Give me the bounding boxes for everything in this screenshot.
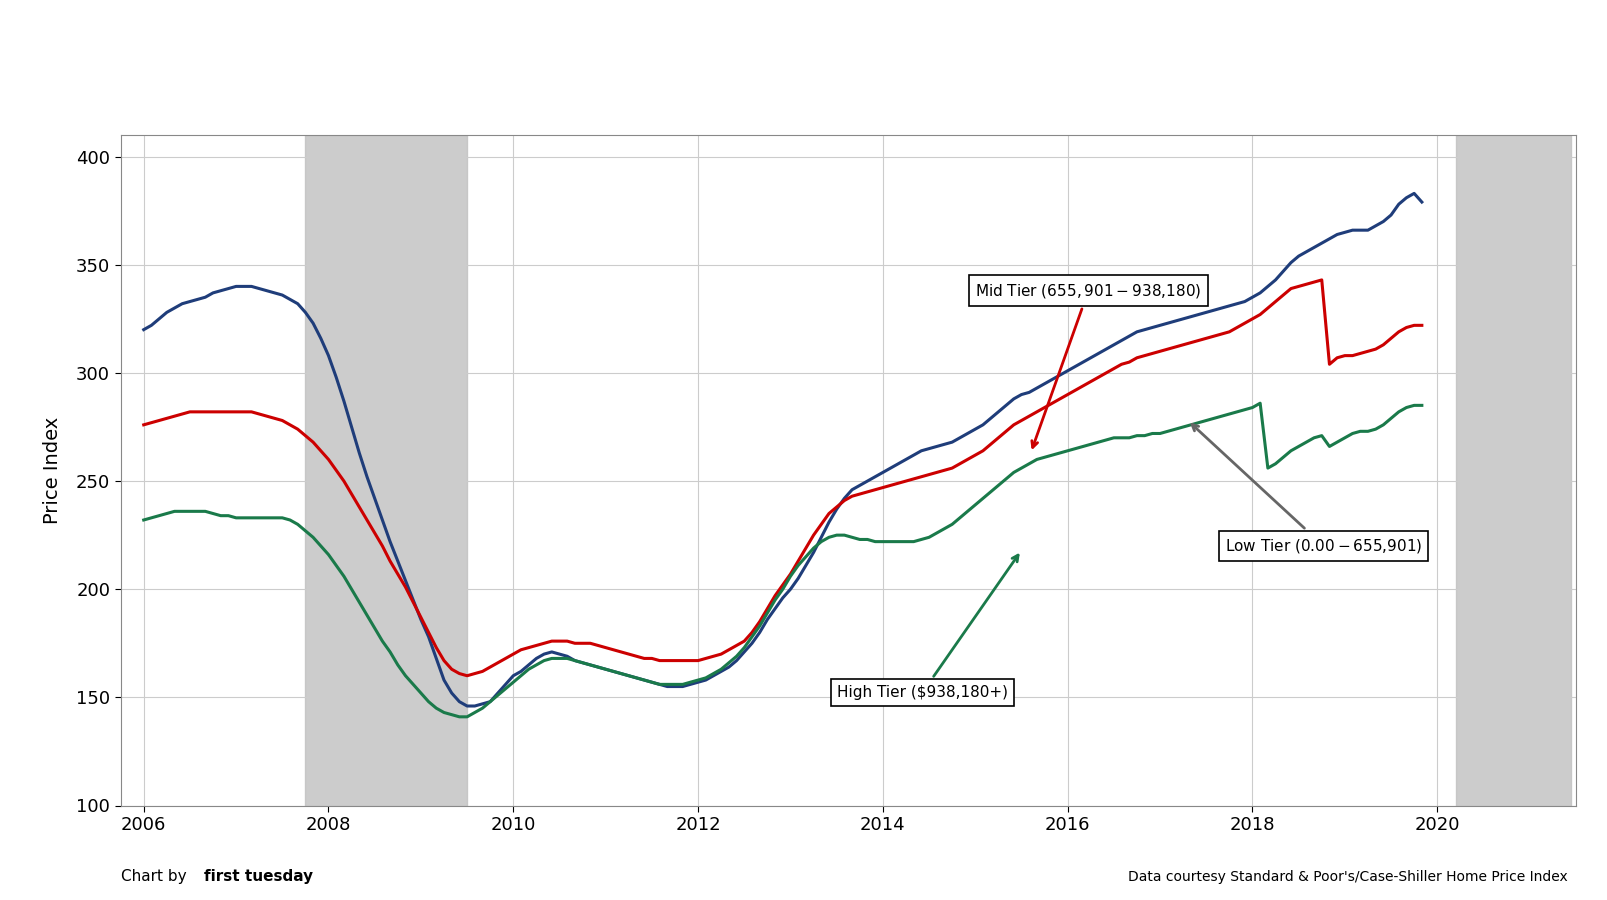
Text: High Tier ($938,180+): High Tier ($938,180+) (836, 555, 1017, 700)
Y-axis label: Price Index: Price Index (43, 417, 63, 524)
Text: Low Tier ($0.00 - $655,901): Low Tier ($0.00 - $655,901) (1191, 425, 1421, 554)
Text: Mid Tier ($655,901 - $938,180): Mid Tier ($655,901 - $938,180) (975, 282, 1200, 447)
Text: Los Angeles Tiered Home Price Index (2006-present): Los Angeles Tiered Home Price Index (200… (391, 54, 1216, 83)
Text: Data courtesy Standard & Poor's/Case-Shiller Home Price Index: Data courtesy Standard & Poor's/Case-Shi… (1128, 869, 1567, 884)
Text: Chart by: Chart by (121, 868, 191, 884)
Text: first tuesday: first tuesday (204, 868, 313, 884)
Bar (1454, 135, 1570, 806)
Bar (305, 135, 466, 806)
